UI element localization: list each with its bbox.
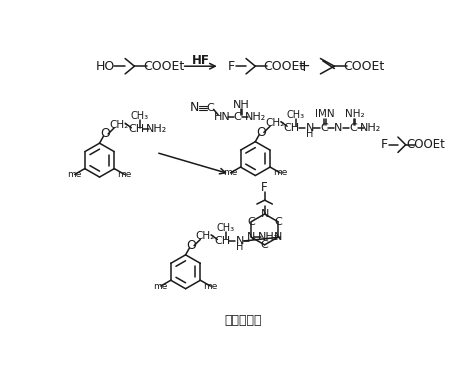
Text: COOEt: COOEt [143,60,184,73]
Text: NH₂: NH₂ [345,109,365,119]
Text: NH₂: NH₂ [245,112,266,122]
Text: IMN: IMN [315,109,335,119]
Text: F: F [261,180,268,193]
Text: HF: HF [192,54,210,67]
Text: C: C [274,217,282,227]
Text: CH₃: CH₃ [287,110,305,120]
Text: me: me [273,169,287,177]
Text: C: C [207,103,214,113]
Text: N: N [260,209,269,219]
Text: C: C [320,123,328,133]
Text: N: N [305,123,314,133]
Text: me: me [154,282,168,291]
Text: NH: NH [233,100,250,110]
Text: C: C [247,217,255,227]
Text: N: N [190,101,200,114]
Text: NH₂: NH₂ [146,124,167,134]
Text: CH₃: CH₃ [131,111,149,121]
Text: me: me [223,169,237,177]
Text: N: N [334,123,342,133]
Text: O: O [186,239,196,252]
Text: CH₂: CH₂ [265,118,284,128]
Text: CH: CH [128,124,144,134]
Text: N: N [236,236,244,246]
Text: COOEt: COOEt [264,60,305,73]
Text: COOEt: COOEt [406,138,445,151]
Text: +: + [297,59,310,74]
Text: O: O [100,128,110,141]
Text: O: O [256,126,266,139]
Text: N: N [247,232,255,242]
Text: CH₃: CH₃ [217,223,235,233]
Text: CH₂: CH₂ [195,231,215,241]
Text: COOEt: COOEt [343,60,384,73]
Text: CH₂: CH₂ [109,120,128,130]
Text: F: F [228,60,235,73]
Text: H: H [306,129,313,139]
Text: N: N [274,232,282,242]
Text: CH: CH [283,123,300,133]
Text: C: C [350,123,357,133]
Text: H: H [236,242,244,252]
Text: me: me [117,170,132,179]
Text: C: C [261,240,268,250]
Text: CH: CH [214,236,230,246]
Text: HN: HN [214,112,230,122]
Text: NH₂: NH₂ [258,232,279,242]
Text: me: me [203,282,218,291]
Text: F: F [381,138,388,151]
Text: C: C [234,112,241,122]
Text: HO: HO [96,60,115,73]
Text: NH₂: NH₂ [360,123,382,133]
Text: 三圖氟草胺: 三圖氟草胺 [224,314,262,327]
Text: me: me [67,170,82,179]
